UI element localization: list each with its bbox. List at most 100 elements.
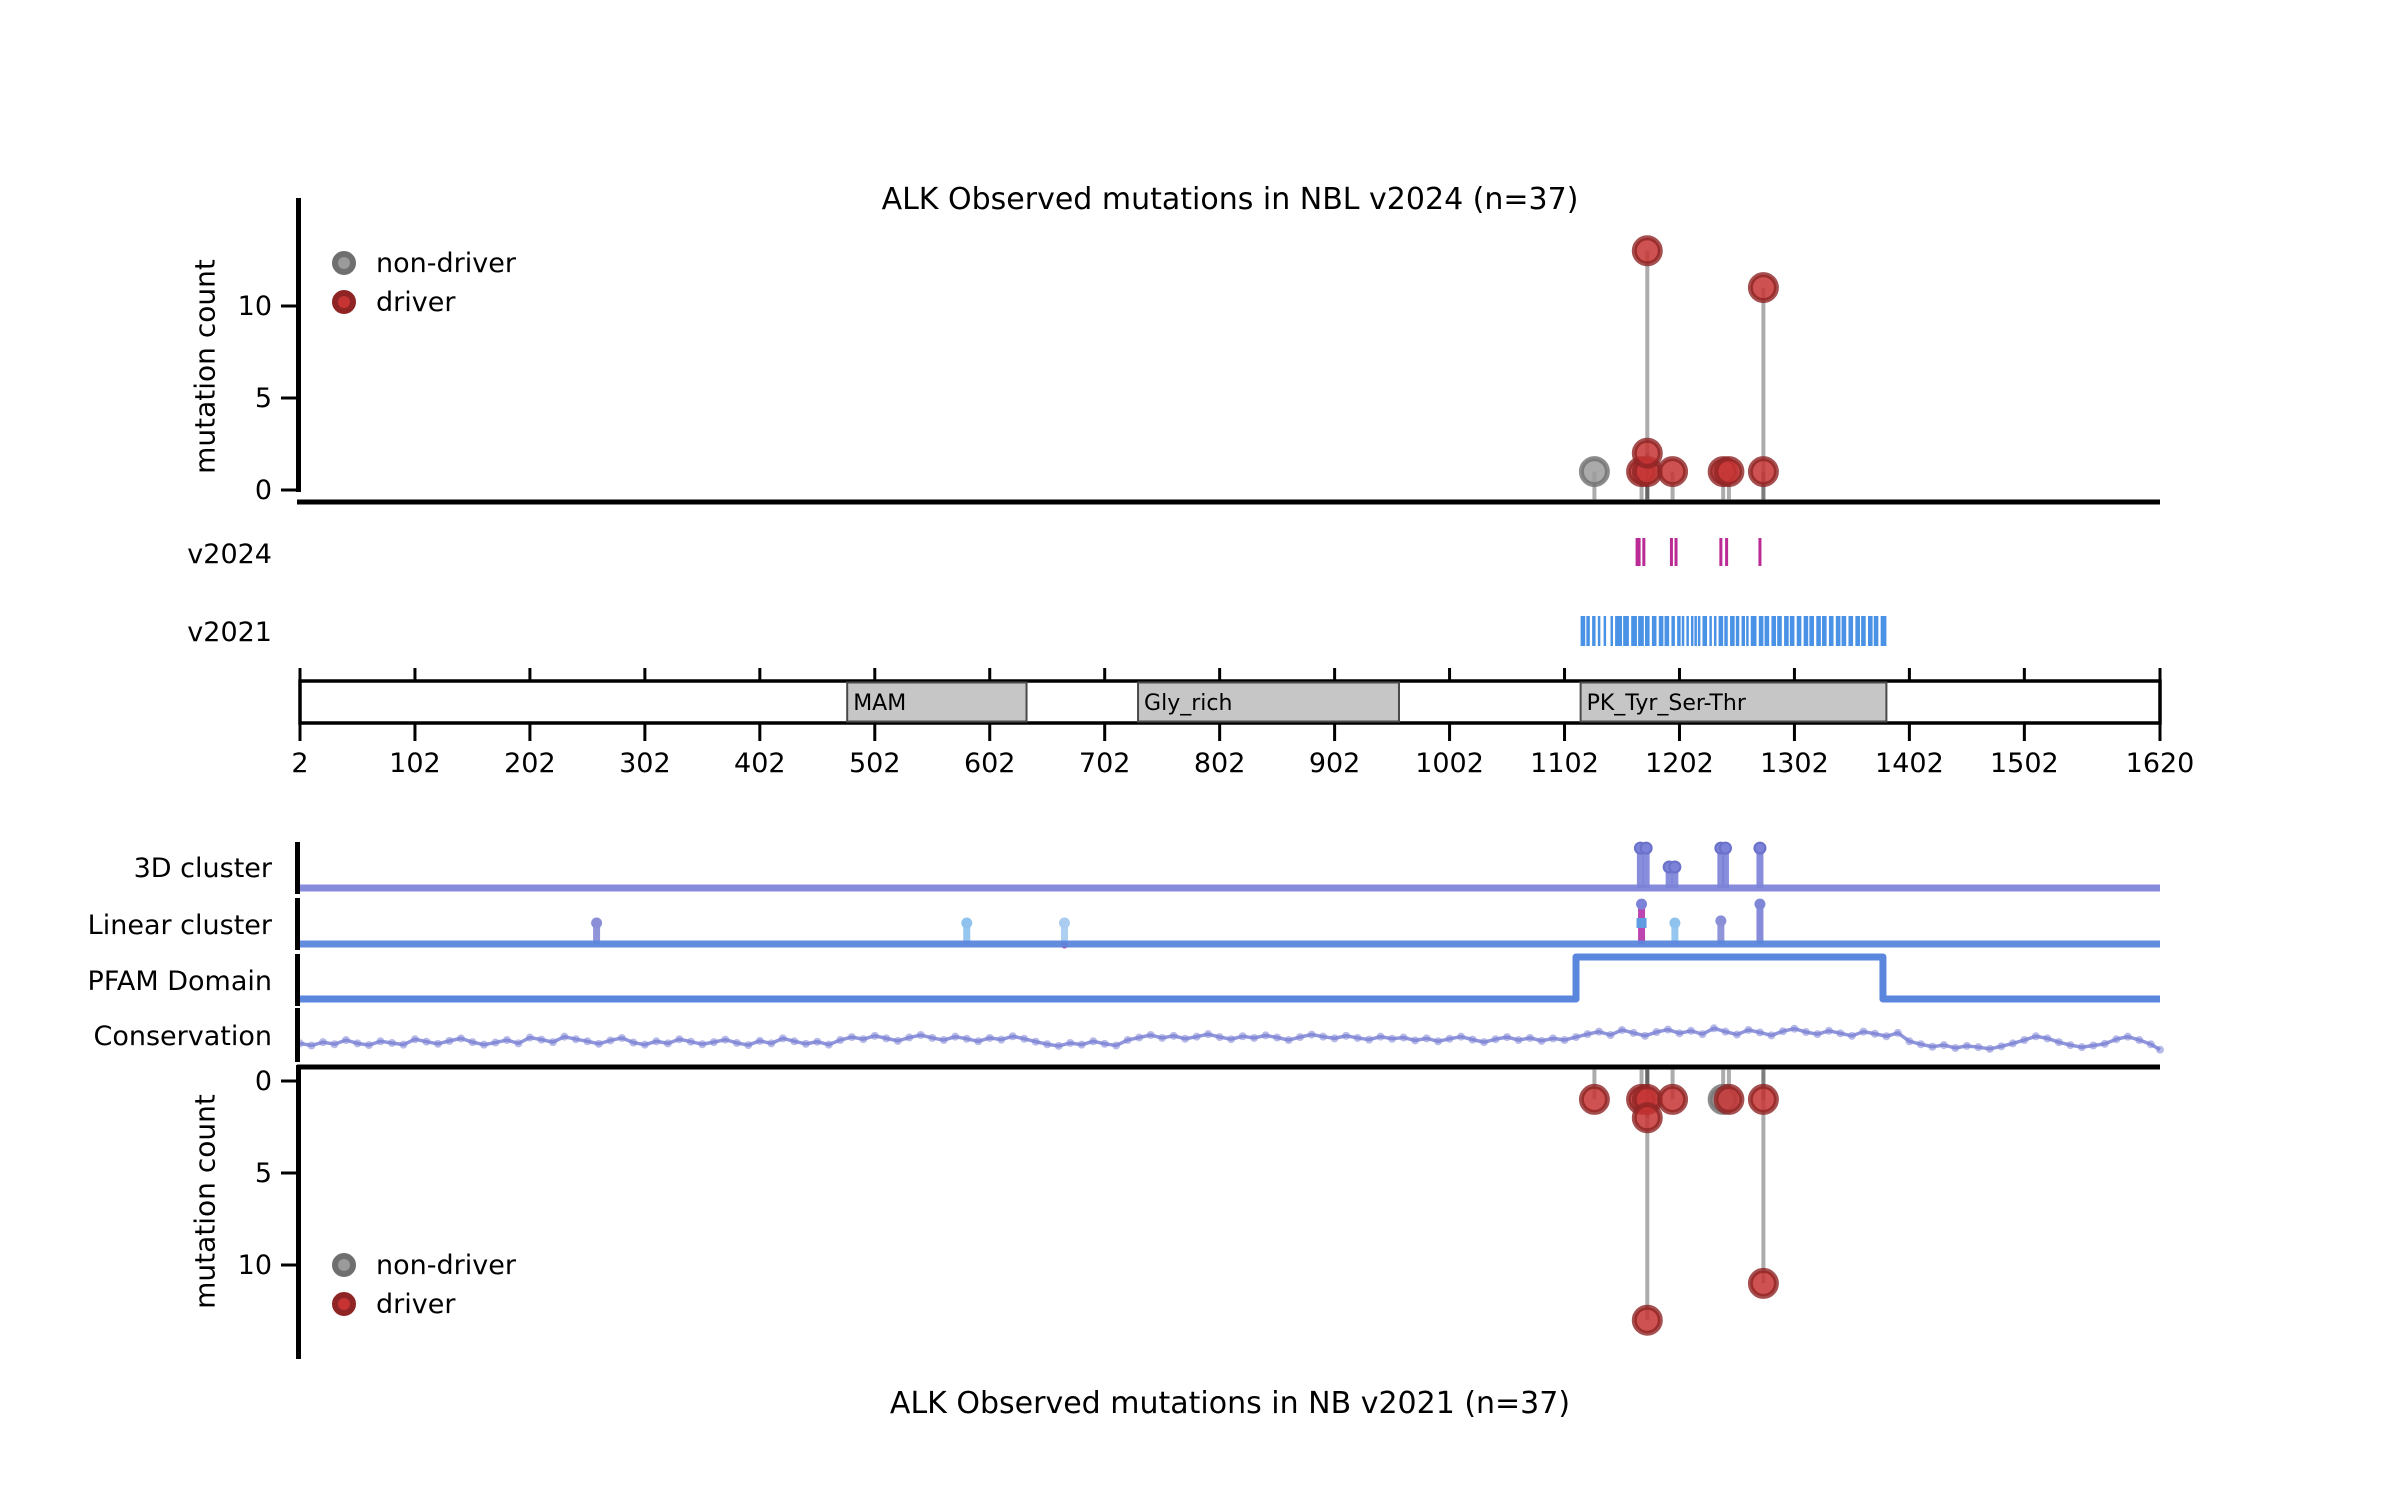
conservation-point xyxy=(1158,1033,1167,1042)
conservation-point xyxy=(583,1037,592,1046)
lollipop-driver xyxy=(1747,456,1779,488)
track-spine xyxy=(295,842,300,894)
conservation-point xyxy=(571,1035,580,1044)
x-tick-label: 1002 xyxy=(1415,748,1484,779)
v2021-mutation-bar xyxy=(1681,616,1685,646)
x-axis-spine xyxy=(297,499,2160,505)
v2021-mutation-bar xyxy=(1690,616,1694,646)
linear-cluster-spike-top xyxy=(1754,898,1766,910)
v2021-mutation-bar xyxy=(1580,616,1586,646)
v2021-mutation-bar xyxy=(1855,616,1860,646)
conservation-point xyxy=(2077,1043,2086,1052)
track-label-3d-cluster: 3D cluster xyxy=(133,853,272,884)
conservation-point xyxy=(1882,1032,1891,1041)
3d-cluster-spike-top xyxy=(1718,841,1732,855)
domain-label: Gly_rich xyxy=(1144,691,1232,716)
conservation-point xyxy=(1468,1035,1477,1044)
top-lollipop-plot: 0 5 10 xyxy=(238,198,2160,506)
conservation-point xyxy=(1790,1024,1799,1033)
conservation-point xyxy=(1767,1031,1776,1040)
domain-label: MAM xyxy=(853,691,906,716)
conservation-point xyxy=(1181,1034,1190,1043)
conservation-point xyxy=(997,1035,1006,1044)
x-tick-label: 2 xyxy=(291,748,308,779)
conservation-point xyxy=(778,1034,787,1043)
domain-tick-bottom xyxy=(1563,723,1567,741)
conservation-point xyxy=(755,1036,764,1045)
conservation-point xyxy=(1721,1027,1730,1036)
conservation-point xyxy=(1146,1031,1155,1039)
y-axis-spine xyxy=(296,1065,301,1359)
conservation-point xyxy=(399,1040,408,1049)
conservation-point xyxy=(1606,1031,1615,1039)
conservation-point xyxy=(2135,1036,2144,1045)
legend-label: driver xyxy=(376,1288,456,1320)
v2021-mutation-bar xyxy=(1764,616,1770,646)
v2021-mutation-bar xyxy=(1697,616,1701,646)
conservation-point xyxy=(468,1038,477,1047)
conservation-point xyxy=(1698,1030,1707,1039)
conservation-point xyxy=(974,1037,983,1046)
conservation-point xyxy=(1526,1033,1535,1042)
conservation-point xyxy=(1640,1031,1649,1040)
v2021-mutation-bar xyxy=(1784,616,1789,646)
conservation-point xyxy=(2066,1041,2075,1050)
conservation-point xyxy=(1847,1031,1856,1040)
domain-tick-bottom xyxy=(528,723,532,741)
domain-tick-top xyxy=(1907,668,1911,681)
v2021-mutation-bar xyxy=(1623,616,1629,646)
v2021-mutation-bar xyxy=(1713,616,1717,646)
conservation-point xyxy=(1043,1040,1052,1049)
v2021-mutation-bar xyxy=(1835,616,1841,646)
conservation-point xyxy=(1905,1037,1914,1046)
conservation-point xyxy=(548,1038,557,1047)
x-tick-label: 1402 xyxy=(1875,748,1944,779)
conservation-point xyxy=(2146,1040,2155,1049)
v2021-track xyxy=(1580,616,1887,646)
conservation-point xyxy=(560,1032,569,1041)
conservation-point xyxy=(1353,1033,1362,1042)
conservation-point xyxy=(1066,1038,1075,1047)
v2021-mutation-bar xyxy=(1828,616,1834,646)
cluster-3d-track xyxy=(300,841,2160,892)
domain-tick-bottom xyxy=(1333,723,1337,741)
v2021-mutation-bar xyxy=(1592,616,1596,646)
v2021-mutation-bar xyxy=(1741,616,1746,646)
x-tick-label: 1202 xyxy=(1645,748,1714,779)
domain-tick-bottom xyxy=(2158,723,2162,741)
conservation-point xyxy=(1813,1030,1822,1039)
domain-tick-top xyxy=(758,668,762,681)
conservation-point xyxy=(2123,1032,2132,1041)
domain-box xyxy=(1137,681,1400,723)
v2021-mutation-bar xyxy=(1724,616,1728,646)
conservation-point xyxy=(1054,1041,1063,1050)
conservation-point xyxy=(790,1037,799,1046)
domain-tick-top xyxy=(528,668,532,681)
track-label-linear-cluster: Linear cluster xyxy=(87,910,272,941)
conservation-point xyxy=(767,1039,776,1048)
non-driver-swatch-icon xyxy=(332,1253,356,1277)
lollipop-driver xyxy=(1631,1102,1663,1134)
domain-tick-top xyxy=(988,668,992,681)
bottom-title: ALK Observed mutations in NB v2021 (n=37… xyxy=(889,1386,1571,1421)
conservation-point xyxy=(1686,1026,1695,1035)
v2021-mutation-bar xyxy=(1809,616,1814,646)
lollipop-driver xyxy=(1713,1083,1745,1115)
conservation-point xyxy=(376,1037,385,1046)
conservation-point xyxy=(1985,1044,1994,1053)
domain-tick-top xyxy=(1563,668,1567,681)
domain-box xyxy=(846,681,1028,723)
v2024-mutation-tick xyxy=(1725,538,1729,566)
conservation-point xyxy=(410,1035,419,1044)
v2024-mutation-tick xyxy=(1758,538,1762,566)
conservation-point xyxy=(1549,1034,1558,1043)
conservation-point xyxy=(1537,1036,1546,1045)
bottom-lollipop-plot: 0 5 10 xyxy=(238,1064,2160,1359)
v2024-mutation-tick xyxy=(1642,538,1646,566)
conservation-point xyxy=(1663,1025,1672,1034)
driver-swatch-icon xyxy=(332,290,356,314)
y-tick xyxy=(281,1263,297,1267)
conservation-point xyxy=(422,1037,431,1046)
v2021-mutation-bar xyxy=(1803,616,1809,646)
v2021-mutation-bar xyxy=(1644,616,1650,646)
